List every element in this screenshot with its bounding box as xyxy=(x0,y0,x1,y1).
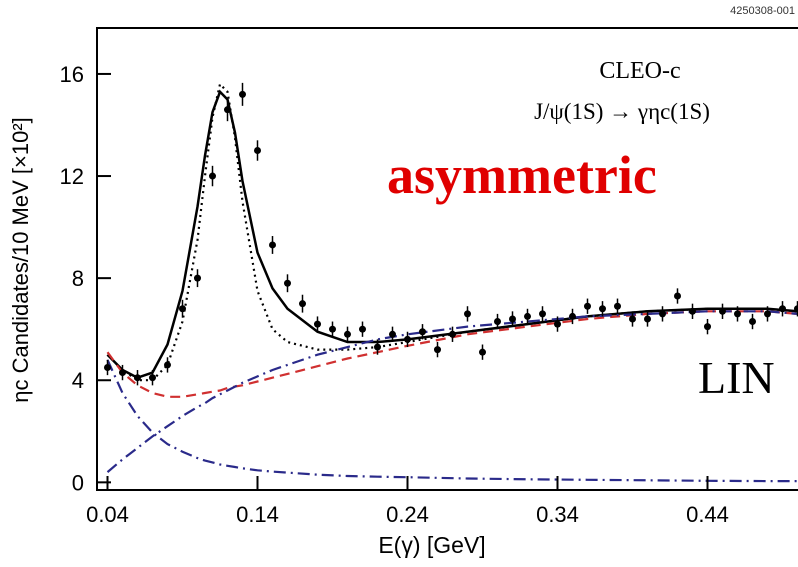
plot-area xyxy=(104,81,798,483)
data-point xyxy=(539,310,546,318)
data-point xyxy=(359,325,366,333)
x-axis-label: E(γ) [GeV] xyxy=(378,532,485,558)
x-tick-label: 0.04 xyxy=(86,502,129,527)
data-point xyxy=(224,106,231,114)
y-tick-label: 4 xyxy=(72,368,84,393)
data-point xyxy=(704,323,711,331)
data-point xyxy=(329,325,336,333)
data-point xyxy=(119,369,126,377)
data-point xyxy=(374,343,381,351)
data-point xyxy=(644,315,651,323)
data-point xyxy=(659,310,666,318)
data-point xyxy=(569,312,576,320)
data-point xyxy=(314,320,321,328)
data-point xyxy=(584,302,591,310)
data-point xyxy=(434,346,441,354)
data-point xyxy=(344,330,351,338)
y-tick-label: 0 xyxy=(72,470,84,495)
data-point xyxy=(494,318,501,326)
data-point xyxy=(164,361,171,369)
x-tick-label: 0.24 xyxy=(386,502,429,527)
fit-curve xyxy=(106,81,798,382)
fit-curve xyxy=(106,310,798,398)
data-point xyxy=(599,305,606,313)
data-point xyxy=(614,302,621,310)
x-tick-label: 0.34 xyxy=(536,502,579,527)
y-axis-label: ηc Candidates/10 MeV [×10²] xyxy=(8,117,33,403)
data-point xyxy=(284,279,291,287)
data-point xyxy=(464,310,471,318)
data-point xyxy=(299,300,306,308)
data-point xyxy=(794,305,798,313)
data-point xyxy=(389,330,396,338)
data-point xyxy=(239,90,246,98)
reaction-label: J/ψ(1S) → γηc(1S) xyxy=(534,99,710,124)
data-point xyxy=(254,147,261,155)
data-point xyxy=(134,374,141,382)
annotation-box xyxy=(690,340,798,430)
data-point xyxy=(449,330,456,338)
fit-curve xyxy=(106,310,798,473)
data-point xyxy=(194,274,201,282)
id-label: 4250308-001 xyxy=(730,5,795,17)
fit-curve xyxy=(106,359,798,483)
data-point xyxy=(419,328,426,336)
x-tick-label: 0.14 xyxy=(236,502,279,527)
data-point xyxy=(509,315,516,323)
y-tick-label: 16 xyxy=(60,62,84,87)
data-point xyxy=(104,363,111,371)
x-tick-label: 0.44 xyxy=(686,502,729,527)
annotation2: LIN xyxy=(698,352,775,403)
experiment-label: CLEO-c xyxy=(599,58,680,84)
data-point xyxy=(554,320,561,328)
data-point xyxy=(269,241,276,249)
y-tick-label: 8 xyxy=(72,266,84,291)
data-point xyxy=(749,318,756,326)
data-point xyxy=(479,348,486,356)
data-point xyxy=(764,310,771,318)
data-point xyxy=(719,307,726,315)
data-point xyxy=(179,305,186,313)
data-point xyxy=(524,312,531,320)
data-point xyxy=(689,307,696,315)
data-point xyxy=(209,172,216,180)
data-point xyxy=(734,310,741,318)
data-point xyxy=(629,315,636,323)
data-point xyxy=(404,335,411,343)
data-point xyxy=(779,305,786,313)
annotation: asymmetric xyxy=(387,145,657,205)
data-point xyxy=(674,292,681,300)
frame xyxy=(96,27,798,491)
data-point xyxy=(149,374,156,382)
y-tick-label: 12 xyxy=(60,164,84,189)
